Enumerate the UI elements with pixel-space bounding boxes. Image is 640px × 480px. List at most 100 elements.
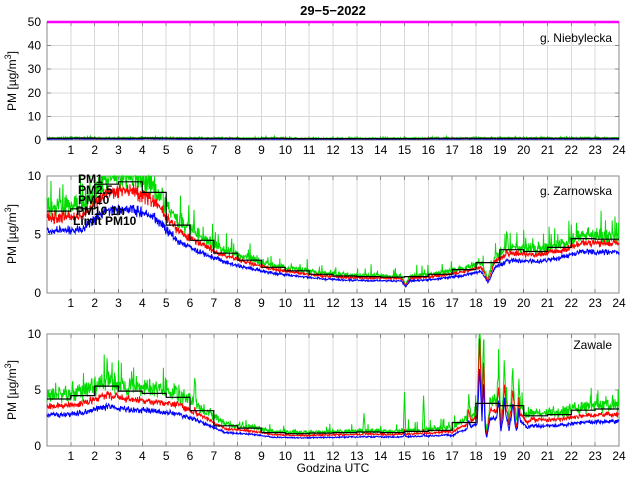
x-tick-label: 22 [565, 296, 579, 310]
x-tick-label: 5 [163, 143, 170, 157]
y-tick-label: 0 [34, 439, 41, 453]
y-axis-label-sup: 3 [3, 363, 13, 368]
x-tick-label: 4 [139, 296, 146, 310]
y-tick-label: 10 [28, 109, 42, 123]
x-tick-label: 19 [493, 296, 507, 310]
x-tick-label: 7 [210, 296, 217, 310]
legend-item-pm25: PM2.5 [78, 183, 113, 197]
y-axis-label-close: ] [5, 204, 19, 207]
panel-3-y-tick-labels: 0 5 10 [28, 327, 42, 453]
x-tick-label: 18 [469, 143, 483, 157]
y-axis-label-close: ] [5, 360, 19, 363]
x-tick-label: 20 [517, 143, 531, 157]
generated-plot-layer: 1 2 3 4 5 6 7 8 9 10 11 12 13 14 15 16 17 18 19 20 21 22 23 240… [28, 15, 626, 463]
station-label-zawale: Zawale [573, 338, 612, 352]
x-tick-label: 7 [210, 449, 217, 463]
panel-3-ticks [47, 334, 619, 446]
panel-3: 1 2 3 4 5 6 7 8 9 10 11 12 13 14 15 16 17 18 19 20 21 22 23 240… [28, 327, 626, 463]
station-label-niebylecka: g. Niebylecka [540, 31, 612, 45]
panel-1-grid [47, 22, 619, 140]
x-axis-label: Godzina UTC [297, 461, 370, 475]
x-tick-label: 11 [303, 449, 316, 463]
x-tick-label: 12 [326, 449, 340, 463]
y-tick-label: 0 [34, 133, 41, 147]
x-tick-label: 12 [326, 143, 340, 157]
x-tick-label: 5 [163, 296, 170, 310]
y-tick-label: 0 [34, 286, 41, 300]
panel-2-x-tick-labels: 1 2 3 4 5 6 7 8 9 10 11 12 13 14 15 16 17 18 19 20 21 22 23 24 [67, 296, 626, 310]
series-pm10-1h-step-panel-2 [47, 181, 619, 278]
x-tick-label: 14 [374, 143, 388, 157]
x-tick-label: 15 [398, 143, 412, 157]
x-tick-label: 24 [612, 143, 626, 157]
y-axis-label-text: PM [µg/m [5, 212, 19, 264]
x-tick-label: 3 [115, 143, 122, 157]
x-tick-label: 1 [67, 143, 74, 157]
x-tick-label: 10 [279, 449, 293, 463]
x-tick-label: 8 [234, 296, 241, 310]
y-tick-label: 5 [34, 383, 41, 397]
y-axis-label-text: PM [µg/m [5, 368, 19, 420]
x-tick-label: 10 [279, 296, 293, 310]
x-tick-label: 9 [258, 296, 265, 310]
x-tick-label: 15 [398, 296, 412, 310]
x-tick-label: 23 [588, 449, 602, 463]
x-tick-label: 14 [374, 449, 388, 463]
x-tick-label: 16 [422, 296, 436, 310]
station-label-zarnowska: g. Zarnowska [540, 184, 612, 198]
series-pm10-1h-step-panel-1 [47, 137, 619, 140]
x-tick-label: 24 [612, 449, 626, 463]
x-tick-label: 23 [588, 296, 602, 310]
x-tick-label: 17 [445, 143, 459, 157]
x-tick-label: 16 [422, 449, 436, 463]
x-tick-label: 18 [469, 296, 483, 310]
legend-item-limit-pm10: Limit PM10 [73, 214, 137, 228]
x-tick-label: 2 [91, 449, 98, 463]
x-tick-label: 23 [588, 143, 602, 157]
x-tick-label: 21 [541, 143, 555, 157]
x-tick-label: 8 [234, 143, 241, 157]
series-pm10-panel-2 [46, 174, 620, 286]
x-tick-label: 10 [279, 143, 293, 157]
x-tick-label: 13 [350, 449, 364, 463]
y-axis-label-sup: 3 [3, 207, 13, 212]
panel-3-x-tick-labels: 1 2 3 4 5 6 7 8 9 10 11 12 13 14 15 16 17 18 19 20 21 22 23 24 [67, 449, 626, 463]
x-tick-label: 20 [517, 296, 531, 310]
y-tick-label: 30 [28, 62, 42, 76]
x-tick-label: 17 [445, 296, 459, 310]
x-tick-label: 12 [326, 296, 340, 310]
x-tick-label: 22 [565, 449, 579, 463]
x-tick-label: 21 [541, 296, 555, 310]
x-tick-label: 7 [210, 143, 217, 157]
panel-2: 1 2 3 4 5 6 7 8 9 10 11 12 13 14 15 16 17 18 19 20 21 22 23 240… [28, 169, 626, 310]
x-tick-label: 6 [187, 296, 194, 310]
series-pm1-panel-2 [46, 204, 620, 288]
legend-item-pm10-1h: PM10 1h [76, 204, 125, 218]
x-tick-label: 5 [163, 449, 170, 463]
x-tick-label: 1 [67, 449, 74, 463]
legend-item-pm10: PM10 [78, 193, 110, 207]
legend-item-pm1: PM1 [78, 172, 103, 186]
x-tick-label: 21 [541, 449, 555, 463]
y-axis-label-panel-1: PM [µg/m3] [3, 51, 19, 111]
y-tick-label: 50 [28, 15, 42, 29]
series-pm25-panel-3 [46, 338, 620, 438]
x-tick-label: 19 [493, 143, 507, 157]
y-tick-label: 10 [28, 169, 42, 183]
y-axis-label-text: PM [µg/m [5, 59, 19, 111]
x-tick-label: 13 [350, 143, 364, 157]
y-tick-label: 5 [34, 228, 41, 242]
x-tick-label: 19 [493, 449, 507, 463]
x-tick-label: 17 [445, 449, 459, 463]
x-tick-label: 2 [91, 296, 98, 310]
series-pm1-panel-3 [46, 368, 620, 440]
x-tick-label: 24 [612, 296, 626, 310]
y-tick-label: 10 [28, 327, 42, 341]
x-tick-label: 15 [398, 449, 412, 463]
x-tick-label: 11 [303, 143, 316, 157]
x-tick-label: 3 [115, 449, 122, 463]
y-axis-label-panel-2: PM [µg/m3] [3, 204, 19, 264]
x-tick-label: 16 [422, 143, 436, 157]
